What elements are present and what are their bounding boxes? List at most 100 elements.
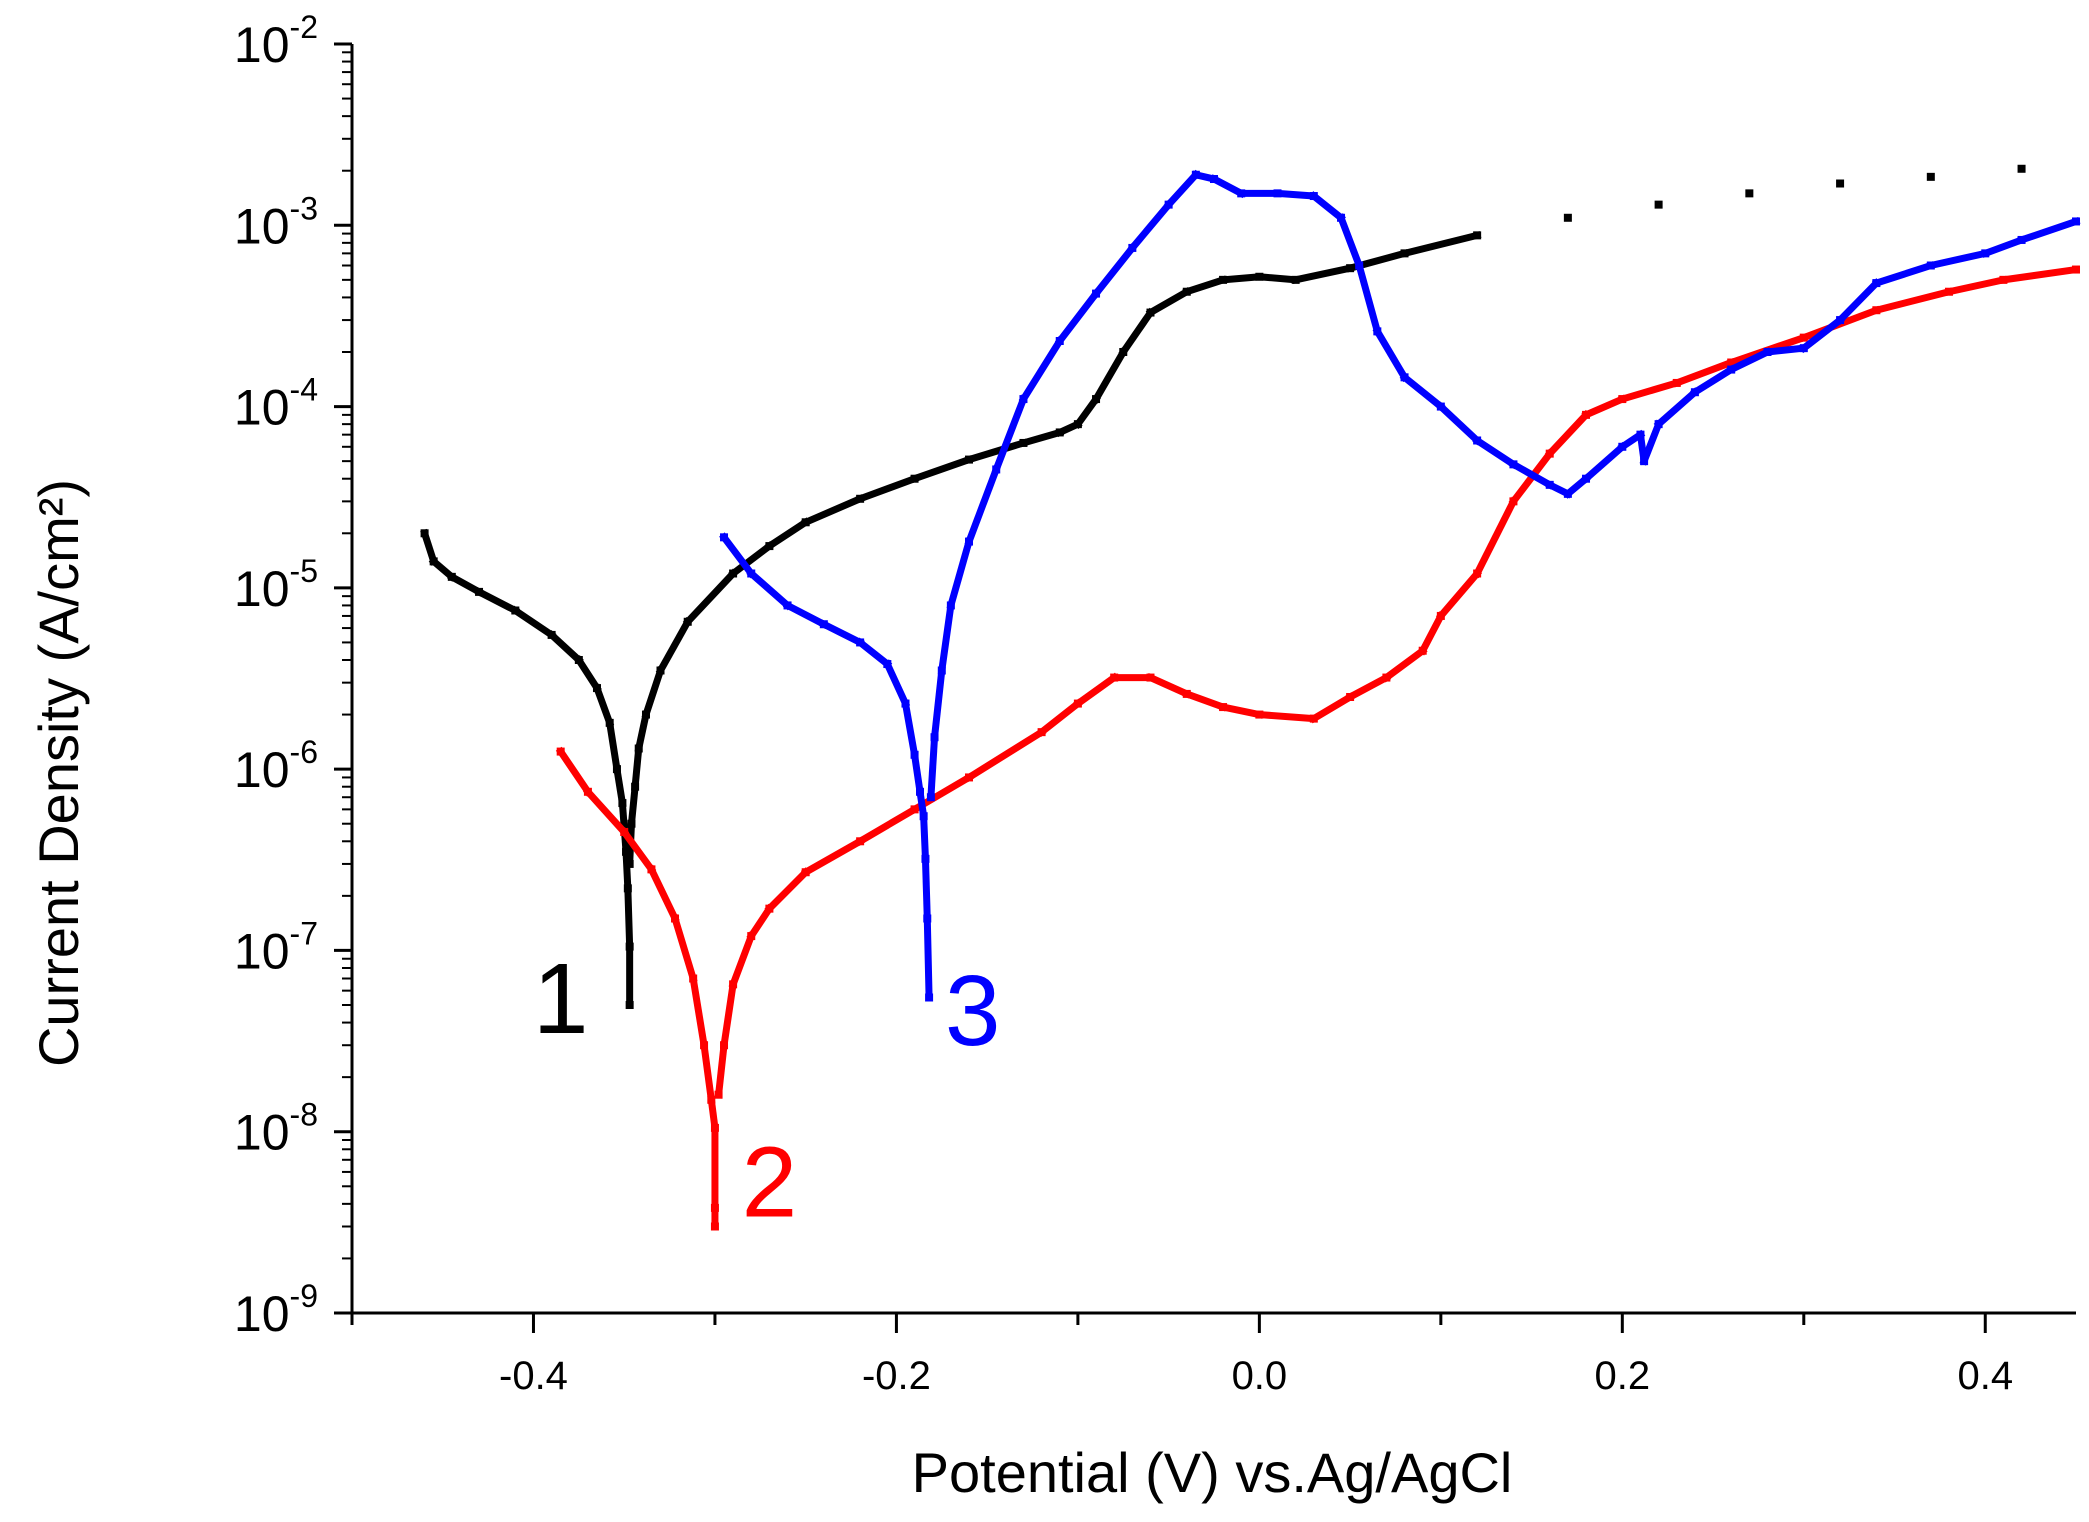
series-segment: [1581, 394, 1627, 420]
series-segment: [1639, 419, 1664, 466]
series-segment: [1091, 347, 1129, 404]
series-segment: [1054, 288, 1101, 346]
data-point: [625, 1001, 634, 1010]
series-segment: [930, 666, 946, 742]
data-point: [925, 993, 934, 1002]
series-segment: [746, 903, 775, 941]
series-segment: [546, 629, 584, 665]
series-segment: [1091, 243, 1138, 299]
series-segment: [707, 1095, 719, 1132]
y-tick-label: 10-2: [234, 9, 318, 73]
series-segment: [991, 394, 1028, 474]
series-segment: [964, 438, 1028, 464]
series-segment: [619, 827, 657, 875]
series-segment: [624, 884, 634, 951]
series-segment: [670, 914, 698, 983]
y-axis-ticks: 10-2 10-3 10-4 10-5 10-6 10-7 10-8 10-9: [234, 9, 352, 1342]
series-segment: [855, 474, 920, 504]
series-segment: [1372, 326, 1410, 383]
series-segment: [655, 617, 693, 676]
series-segment: [1073, 672, 1120, 709]
data-point: [2072, 217, 2080, 226]
data-point: [1654, 200, 1663, 209]
series-segment: [612, 765, 627, 808]
series-segment: [1163, 169, 1201, 210]
data-point: [710, 1222, 719, 1231]
series-segment: [919, 812, 930, 863]
series-segment: [1019, 428, 1065, 448]
x-tick-label: 0.2: [1595, 1354, 1651, 1398]
series-label-3: 3: [945, 955, 1001, 1067]
series-segment: [964, 727, 1047, 783]
data-point: [1745, 189, 1754, 198]
series-segment: [1209, 174, 1246, 199]
series-segment: [910, 750, 924, 796]
series-segment: [2017, 217, 2081, 245]
series-segment: [1219, 272, 1264, 284]
x-tick-label: -0.2: [862, 1354, 931, 1398]
series-segment: [700, 1041, 716, 1104]
series-segment: [1726, 347, 1773, 375]
series-segment: [1926, 249, 1990, 270]
series-segment: [627, 782, 639, 828]
series-segment: [689, 974, 709, 1050]
series-segment: [646, 864, 680, 924]
series-segment: [855, 637, 893, 669]
series-segment: [1472, 496, 1519, 579]
series-segment: [1309, 692, 1355, 724]
y-tick-label: 10-3: [234, 190, 318, 254]
series-segment: [916, 787, 928, 821]
series-segment: [634, 710, 651, 753]
series-segment: [447, 572, 484, 597]
series-segment: [682, 568, 739, 627]
series-segment: [1999, 265, 2080, 284]
series-segment: [1255, 272, 1300, 284]
series-segment: [1036, 698, 1083, 738]
series-segment: [1653, 387, 1700, 430]
series-segment: [1018, 336, 1065, 404]
series-segment: [855, 804, 920, 847]
series-segment: [574, 655, 602, 693]
series-2: [555, 265, 2080, 1231]
series-segment: [923, 914, 933, 1002]
series-segment: [1508, 459, 1555, 490]
series-segment: [622, 848, 632, 893]
series-layer: [420, 164, 2081, 1231]
series-segment: [605, 718, 621, 774]
series-segment: [927, 733, 939, 801]
series-segment: [510, 605, 557, 640]
series-segment: [901, 699, 919, 759]
series-segment: [714, 1041, 728, 1099]
series-segment: [1690, 364, 1737, 398]
y-tick-label: 10-4: [234, 372, 318, 436]
data-point: [2072, 265, 2080, 274]
x-axis-ticks: -0.4 -0.2 0.0 0.2 0.4: [350, 1313, 2013, 1398]
axes: [350, 44, 2076, 1315]
series-segment: [1118, 307, 1156, 357]
series-labels: 1 2 3: [533, 943, 1001, 1239]
x-tick-label: 0.4: [1957, 1354, 2013, 1398]
series-segment: [1381, 645, 1428, 683]
series-segment: [1944, 275, 2008, 296]
series-segment: [474, 587, 521, 616]
data-point: [1473, 231, 1482, 240]
series-segment: [764, 517, 811, 551]
series-3: [719, 169, 2081, 1002]
series-segment: [1399, 372, 1446, 412]
y-tick-label: 10-6: [234, 734, 318, 798]
series-label-1: 1: [533, 943, 589, 1055]
series-segment: [1617, 378, 1682, 404]
series-segment: [764, 867, 811, 914]
series-segment: [746, 568, 793, 611]
data-point: [1563, 213, 1572, 222]
series-segment: [921, 855, 931, 923]
series-segment: [819, 619, 865, 648]
y-tick-label: 10-7: [234, 915, 318, 979]
series-segment: [1872, 287, 1954, 315]
series-segment: [1763, 344, 1808, 356]
series-segment: [1581, 441, 1628, 484]
y-tick-label: 10-5: [234, 553, 318, 617]
data-point: [1836, 179, 1845, 188]
series-segment: [1218, 702, 1264, 719]
series-segment: [1182, 689, 1228, 712]
